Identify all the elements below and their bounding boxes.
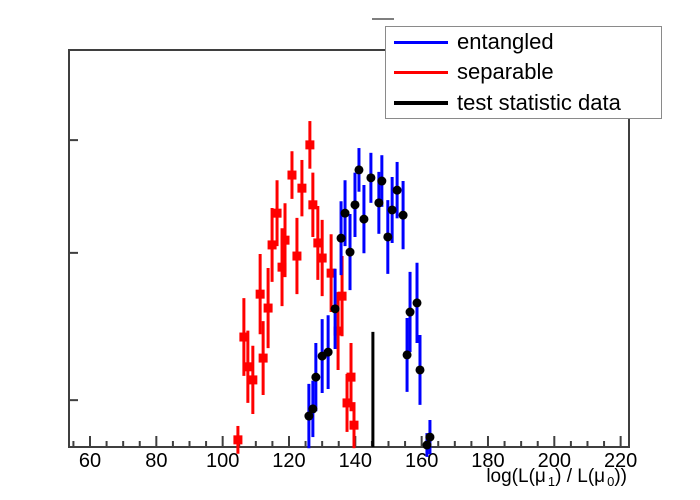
- legend-entry-entangled: entangled: [386, 27, 661, 57]
- x-axis-title-text3: )): [614, 466, 627, 487]
- data-point-entangled: [359, 214, 369, 224]
- data-point-entangled: [366, 173, 376, 183]
- data-point-entangled: [415, 365, 425, 375]
- x-tick-label: 180: [471, 450, 504, 472]
- data-point-entangled: [304, 411, 314, 421]
- x-axis-title-text: log(L(μ: [486, 466, 546, 487]
- x-tick-label: 60: [79, 450, 101, 472]
- data-point-separable: [267, 240, 277, 250]
- data-point-separable: [263, 303, 273, 313]
- data-point-separable: [305, 140, 315, 150]
- data-point-separable: [243, 362, 253, 372]
- x-axis-title-text2: ) / L(μ: [555, 466, 606, 487]
- data-point-separable: [277, 262, 287, 272]
- data-point-entangled: [425, 432, 435, 442]
- data-point-entangled: [350, 200, 360, 210]
- x-tick-label: 200: [538, 450, 571, 472]
- data-point-entangled: [340, 208, 350, 218]
- pad-border-artifact: [372, 18, 394, 20]
- data-point-separable: [239, 332, 249, 342]
- entangled-line-sample: [394, 40, 448, 44]
- x-axis-title-sub2: 0: [607, 474, 615, 489]
- data-point-entangled: [374, 198, 384, 208]
- data-point-separable: [280, 235, 290, 245]
- data-point-separable: [349, 420, 359, 430]
- data-point-entangled: [323, 347, 333, 357]
- data-point-separable: [313, 238, 323, 248]
- x-tick-label: 220: [604, 450, 637, 472]
- x-axis-title-sub1: 1: [547, 474, 556, 489]
- x-tick-label: 80: [145, 450, 167, 472]
- data-point-separable: [233, 435, 243, 445]
- data-point-entangled: [398, 210, 408, 220]
- data-point-entangled: [330, 304, 340, 314]
- data-point-separable: [326, 268, 336, 278]
- legend-entry-separable: separable: [386, 57, 661, 87]
- data-point-separable: [255, 289, 265, 299]
- data-point-entangled: [311, 372, 321, 382]
- data-point-separable: [248, 375, 258, 385]
- data-point-entangled: [422, 440, 432, 450]
- data-point-entangled: [377, 176, 387, 186]
- data-point-separable: [308, 200, 318, 210]
- data-point-entangled: [354, 165, 364, 175]
- legend-label-test-statistic: test statistic data: [457, 89, 621, 115]
- legend-box: entangled separable test statistic data: [385, 26, 662, 119]
- data-point-separable: [272, 208, 282, 218]
- x-tick-label: 140: [339, 450, 372, 472]
- x-tick-label: 120: [272, 450, 305, 472]
- data-point-entangled: [345, 247, 355, 257]
- data-point-entangled: [402, 350, 412, 360]
- data-point-separable: [333, 326, 343, 336]
- data-point-entangled: [387, 205, 397, 215]
- data-point-entangled: [383, 232, 393, 242]
- plot-frame: [68, 49, 630, 448]
- data-point-entangled: [405, 307, 415, 317]
- legend-label-entangled: entangled: [457, 29, 554, 55]
- legend-entry-test-statistic: test statistic data: [386, 88, 661, 118]
- data-point-separable: [297, 183, 307, 193]
- data-point-entangled: [308, 404, 318, 414]
- data-point-entangled: [336, 233, 346, 243]
- data-point-entangled: [412, 298, 422, 308]
- data-point-separable: [292, 251, 302, 261]
- x-tick-label: 160: [405, 450, 438, 472]
- data-point-separable: [337, 291, 347, 301]
- x-tick-label: 100: [206, 450, 239, 472]
- data-point-separable: [342, 398, 352, 408]
- data-point-separable: [287, 170, 297, 180]
- data-point-separable: [258, 353, 268, 363]
- data-point-separable: [317, 253, 327, 263]
- test-statistic-line-sample: [394, 100, 448, 105]
- separable-line-sample: [394, 70, 448, 74]
- data-point-separable: [346, 372, 356, 382]
- data-point-entangled: [392, 185, 402, 195]
- legend-label-separable: separable: [457, 59, 554, 85]
- x-axis-title: log(L(μ 1) / L(μ 0)): [377, 466, 627, 489]
